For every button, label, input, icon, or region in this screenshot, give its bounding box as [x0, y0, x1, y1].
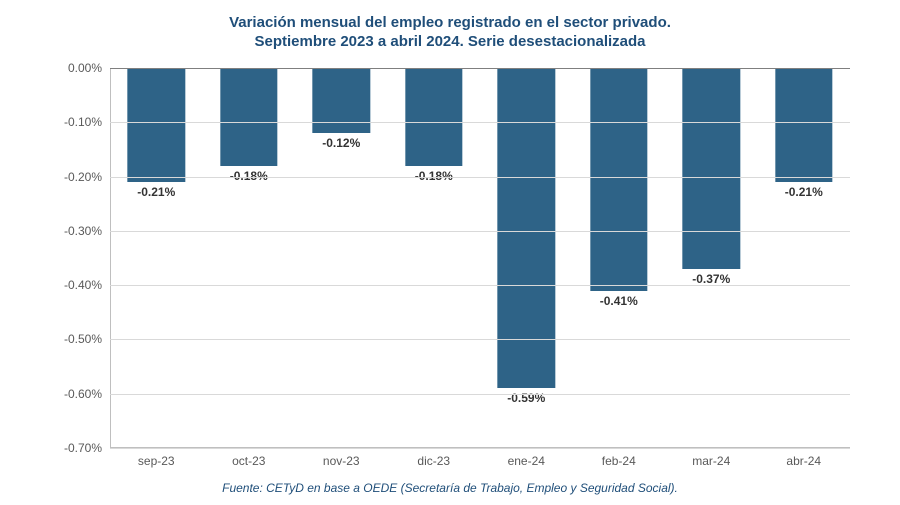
chart-title: Variación mensual del empleo registrado …: [24, 14, 876, 52]
x-tick-label: abr-24: [786, 448, 821, 468]
bar-slot: -0.12%nov-23: [295, 68, 388, 448]
bar: [128, 68, 185, 182]
bar-slot: -0.59%ene-24: [480, 68, 573, 448]
bar-slot: -0.41%feb-24: [573, 68, 666, 448]
y-tick-label: -0.50%: [64, 332, 110, 346]
chart-title-line-1: Variación mensual del empleo registrado …: [24, 14, 876, 33]
gridline: [110, 177, 850, 178]
gridline: [110, 339, 850, 340]
y-tick-label: -0.60%: [64, 387, 110, 401]
gridline: [110, 285, 850, 286]
chart-footer: Fuente: CETyD en base a OEDE (Secretaría…: [0, 481, 900, 495]
bar: [405, 68, 462, 166]
chart-container: Variación mensual del empleo registrado …: [0, 0, 900, 505]
bar-slot: -0.18%oct-23: [203, 68, 296, 448]
gridline: [110, 394, 850, 395]
bar: [220, 68, 277, 166]
bar-value-label: -0.21%: [137, 185, 175, 199]
bar-slot: -0.18%dic-23: [388, 68, 481, 448]
gridline: [110, 231, 850, 232]
bar-slot: -0.21%sep-23: [110, 68, 203, 448]
bar: [590, 68, 647, 291]
y-tick-label: -0.20%: [64, 170, 110, 184]
gridline: [110, 68, 850, 69]
x-tick-label: oct-23: [232, 448, 265, 468]
x-tick-label: ene-24: [508, 448, 545, 468]
chart-title-line-2: Septiembre 2023 a abril 2024. Serie dese…: [24, 33, 876, 52]
x-tick-label: sep-23: [138, 448, 175, 468]
y-tick-label: -0.70%: [64, 441, 110, 455]
plot-area: -0.21%sep-23-0.18%oct-23-0.12%nov-23-0.1…: [110, 68, 850, 448]
y-tick-label: -0.40%: [64, 278, 110, 292]
bar-value-label: -0.21%: [785, 185, 823, 199]
bar-value-label: -0.12%: [322, 136, 360, 150]
bar-slot: -0.21%abr-24: [758, 68, 851, 448]
x-tick-label: nov-23: [323, 448, 360, 468]
y-tick-label: -0.10%: [64, 115, 110, 129]
bar: [683, 68, 740, 269]
bar-value-label: -0.37%: [692, 272, 730, 286]
gridline: [110, 122, 850, 123]
bar: [775, 68, 832, 182]
bar-slot: -0.37%mar-24: [665, 68, 758, 448]
bar: [313, 68, 370, 133]
bar-value-label: -0.41%: [600, 294, 638, 308]
y-tick-label: -0.30%: [64, 224, 110, 238]
bars-container: -0.21%sep-23-0.18%oct-23-0.12%nov-23-0.1…: [110, 68, 850, 448]
x-tick-label: mar-24: [692, 448, 730, 468]
gridline: [110, 448, 850, 449]
x-tick-label: feb-24: [602, 448, 636, 468]
y-tick-label: 0.00%: [68, 61, 110, 75]
x-tick-label: dic-23: [417, 448, 450, 468]
